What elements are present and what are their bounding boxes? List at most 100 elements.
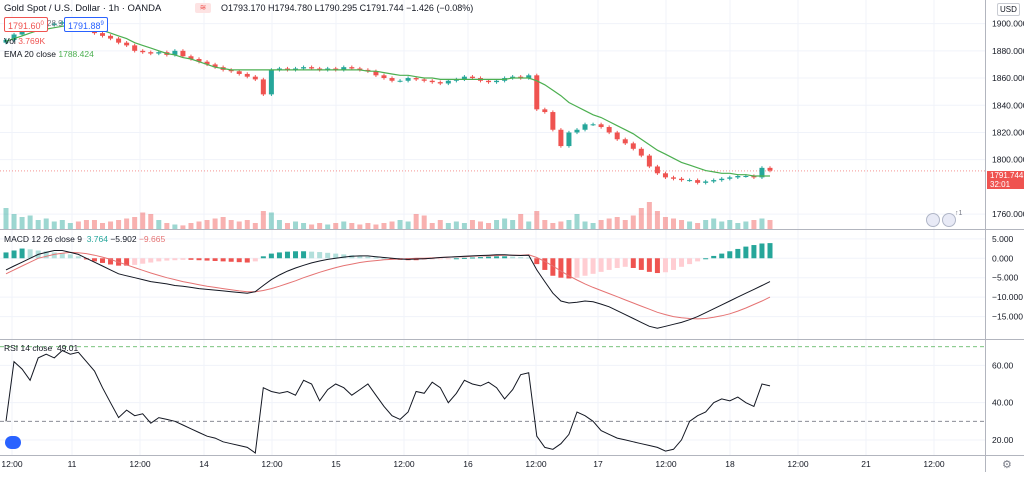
candle[interactable] bbox=[646, 155, 652, 167]
candle[interactable] bbox=[132, 45, 138, 51]
candle[interactable] bbox=[373, 71, 379, 76]
candle[interactable] bbox=[51, 23, 57, 25]
currency-label[interactable]: USD bbox=[997, 3, 1020, 16]
candle[interactable] bbox=[180, 50, 186, 57]
candle[interactable] bbox=[437, 82, 443, 84]
candle[interactable] bbox=[204, 61, 210, 65]
candle[interactable] bbox=[518, 76, 524, 79]
sell-price-sup: 0 bbox=[40, 21, 44, 27]
candle[interactable] bbox=[445, 80, 451, 84]
candle[interactable] bbox=[743, 176, 749, 178]
candle[interactable] bbox=[461, 76, 467, 80]
candle[interactable] bbox=[534, 75, 540, 110]
candle[interactable] bbox=[309, 67, 315, 69]
candle[interactable] bbox=[590, 124, 596, 126]
candle[interactable] bbox=[687, 180, 693, 182]
candle[interactable] bbox=[405, 78, 411, 81]
candle[interactable] bbox=[108, 35, 114, 39]
rsi-pane[interactable] bbox=[0, 346, 985, 454]
candle[interactable] bbox=[196, 58, 202, 62]
candle[interactable] bbox=[711, 180, 717, 182]
candle[interactable] bbox=[598, 124, 604, 128]
event-count-icon[interactable]: ↑1 bbox=[955, 210, 963, 217]
candle[interactable] bbox=[566, 132, 572, 147]
symbol-title[interactable]: Gold Spot / U.S. Dollar · 1h · OANDA bbox=[4, 3, 162, 14]
candle[interactable] bbox=[284, 68, 290, 70]
candle[interactable] bbox=[188, 56, 194, 59]
candle[interactable] bbox=[703, 181, 709, 183]
candle[interactable] bbox=[252, 76, 258, 80]
candle[interactable] bbox=[276, 68, 282, 70]
candle[interactable] bbox=[333, 68, 339, 70]
candle[interactable] bbox=[325, 68, 331, 70]
candle[interactable] bbox=[244, 73, 250, 77]
candle[interactable] bbox=[614, 132, 620, 140]
candle[interactable] bbox=[389, 78, 395, 81]
candle[interactable] bbox=[236, 71, 242, 74]
candle[interactable] bbox=[19, 30, 25, 35]
candle[interactable] bbox=[751, 176, 757, 178]
candle[interactable] bbox=[582, 124, 588, 130]
candle[interactable] bbox=[558, 129, 564, 147]
candle[interactable] bbox=[317, 68, 323, 70]
candle[interactable] bbox=[550, 112, 556, 130]
buy-button[interactable]: 1791.889 bbox=[64, 17, 108, 32]
candle[interactable] bbox=[574, 129, 580, 133]
candle[interactable] bbox=[486, 80, 492, 83]
macd-pane[interactable] bbox=[3, 243, 773, 329]
candle[interactable] bbox=[381, 75, 387, 79]
candle[interactable] bbox=[260, 79, 266, 95]
candle[interactable] bbox=[349, 67, 355, 69]
alert-icon[interactable]: ≋ bbox=[195, 3, 211, 13]
candle[interactable] bbox=[695, 180, 701, 183]
candle[interactable] bbox=[759, 167, 765, 178]
candle[interactable] bbox=[510, 76, 516, 79]
candle[interactable] bbox=[662, 173, 668, 178]
candle[interactable] bbox=[59, 22, 65, 24]
candle[interactable] bbox=[293, 68, 299, 70]
candle[interactable] bbox=[622, 139, 628, 144]
candle[interactable] bbox=[11, 34, 17, 40]
candle[interactable] bbox=[124, 42, 130, 46]
candle[interactable] bbox=[156, 52, 162, 54]
candle[interactable] bbox=[630, 143, 636, 149]
candle[interactable] bbox=[453, 79, 459, 81]
flag-event-icon[interactable] bbox=[926, 213, 940, 227]
candle[interactable] bbox=[413, 78, 419, 80]
candle[interactable] bbox=[148, 52, 154, 54]
tradingview-logo-icon[interactable] bbox=[5, 436, 21, 449]
candle[interactable] bbox=[719, 178, 725, 181]
candle[interactable] bbox=[172, 50, 178, 55]
candle[interactable] bbox=[469, 76, 475, 79]
candle[interactable] bbox=[606, 127, 612, 133]
candle[interactable] bbox=[638, 148, 644, 156]
flag-event-icon[interactable] bbox=[942, 213, 956, 227]
candle[interactable] bbox=[100, 33, 106, 36]
sell-button[interactable]: 1791.600 bbox=[4, 17, 48, 32]
candle[interactable] bbox=[116, 38, 122, 43]
candle[interactable] bbox=[228, 69, 234, 72]
candle[interactable] bbox=[268, 69, 274, 95]
candle[interactable] bbox=[341, 67, 347, 70]
candle[interactable] bbox=[767, 167, 773, 171]
price-pane[interactable] bbox=[0, 17, 985, 229]
candle[interactable] bbox=[357, 68, 363, 70]
candle[interactable] bbox=[494, 80, 500, 83]
candle[interactable] bbox=[542, 109, 548, 113]
candle[interactable] bbox=[397, 80, 403, 82]
candle[interactable] bbox=[421, 79, 427, 81]
candle[interactable] bbox=[670, 177, 676, 179]
candle[interactable] bbox=[429, 80, 435, 83]
candle[interactable] bbox=[727, 177, 733, 179]
candle[interactable] bbox=[140, 50, 146, 53]
candle[interactable] bbox=[526, 75, 532, 79]
candle[interactable] bbox=[679, 178, 685, 181]
candle[interactable] bbox=[735, 176, 741, 178]
settings-gear-icon[interactable]: ⚙ bbox=[1002, 459, 1012, 471]
candle[interactable] bbox=[365, 69, 371, 72]
candle[interactable] bbox=[301, 67, 307, 69]
candle[interactable] bbox=[212, 64, 218, 68]
candle[interactable] bbox=[654, 166, 660, 174]
volume-bar bbox=[276, 220, 282, 229]
